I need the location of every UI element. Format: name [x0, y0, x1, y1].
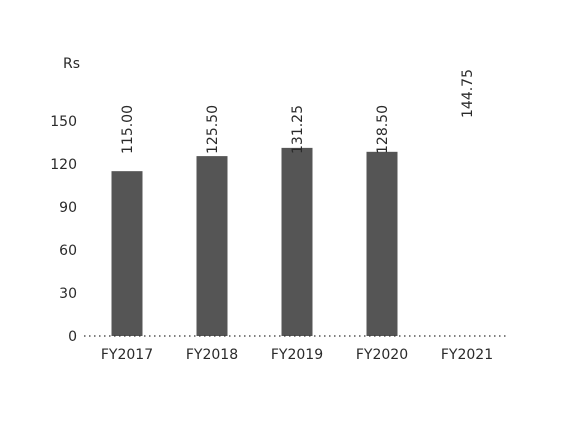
y-tick-label: 150: [50, 114, 77, 130]
value-label-fy2021: 144.75: [460, 69, 476, 118]
y-tick-label: 0: [68, 329, 77, 345]
value-label-fy2017: 115.00: [120, 105, 136, 154]
value-label-fy2019: 131.25: [290, 105, 306, 154]
bar-fy2017: [111, 171, 143, 336]
value-label-fy2020: 128.50: [375, 105, 391, 154]
y-tick-label: 60: [59, 243, 77, 259]
x-tick-label: FY2017: [101, 347, 153, 363]
y-axis-unit-label: Rs: [63, 56, 80, 72]
bar-fy2018: [196, 156, 228, 336]
y-tick-label: 30: [59, 286, 77, 302]
x-tick-label: FY2021: [441, 347, 493, 363]
x-axis-labels: FY2017 FY2018 FY2019 FY2020 FY2021: [101, 347, 493, 363]
y-tick-label: 120: [50, 157, 77, 173]
bars-group: [111, 147, 398, 336]
bar-fy2020: [366, 151, 398, 336]
bar-fy2019: [281, 147, 313, 336]
x-tick-label: FY2019: [271, 347, 323, 363]
x-tick-label: FY2020: [356, 347, 408, 363]
y-axis-ticks: 0 30 60 90 120 150: [50, 114, 77, 345]
y-tick-label: 90: [59, 200, 77, 216]
x-tick-label: FY2018: [186, 347, 238, 363]
value-labels-group: 115.00 125.50 131.25 128.50 144.75: [120, 69, 476, 154]
value-label-fy2018: 125.50: [205, 105, 221, 154]
